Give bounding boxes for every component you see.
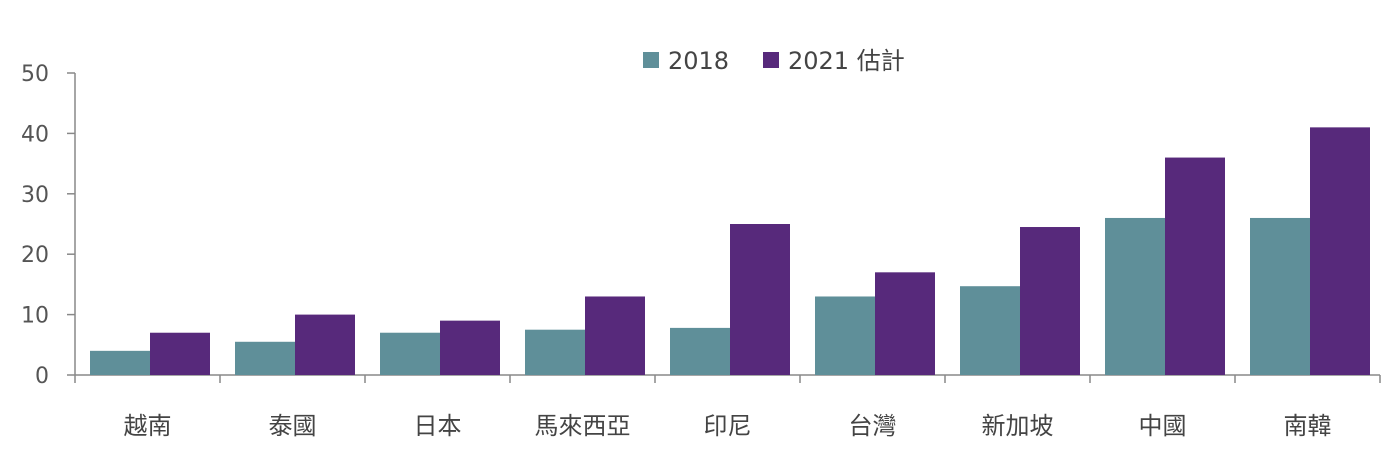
- bar-2021-估計-2: [440, 320, 500, 375]
- bar-2018-6: [960, 286, 1020, 375]
- legend-label: 2021 估計: [788, 47, 905, 75]
- bar-2018-7: [1105, 217, 1165, 375]
- y-tick-label: 40: [21, 122, 49, 147]
- bars: [90, 127, 1370, 375]
- x-tick-label: 印尼: [704, 412, 752, 440]
- bar-2021-估計-0: [150, 332, 210, 375]
- bar-2018-5: [815, 296, 875, 375]
- bar-2021-估計-7: [1165, 157, 1225, 375]
- bar-2018-2: [380, 332, 440, 375]
- x-tick-label: 越南: [124, 412, 172, 440]
- bar-2021-估計-5: [875, 272, 935, 375]
- x-tick-label: 泰國: [269, 412, 317, 440]
- bar-2018-3: [525, 329, 585, 375]
- y-tick-label: 0: [35, 364, 49, 389]
- x-tick-label: 馬來西亞: [535, 412, 631, 440]
- y-tick-label: 30: [21, 183, 49, 208]
- x-tick-label: 日本: [414, 412, 462, 440]
- y-axis: 0 10 20 30 40 50: [21, 62, 76, 389]
- legend-label: 2018: [668, 47, 729, 75]
- x-tick-label: 南韓: [1284, 412, 1332, 440]
- bar-2018-4: [670, 327, 730, 375]
- legend-swatch: [643, 52, 659, 68]
- legend-swatch: [763, 52, 779, 68]
- x-tick-label: 中國: [1139, 412, 1187, 440]
- x-tick-label: 台灣: [849, 412, 897, 440]
- legend: 2018 2021 估計: [643, 47, 905, 75]
- bar-2018-0: [90, 350, 150, 375]
- x-tick-label: 新加坡: [982, 412, 1054, 440]
- bar-2018-1: [235, 341, 295, 375]
- x-axis: 越南 泰國 日本 馬來西亞 印尼 台灣 新加坡 中國 南韓: [74, 374, 1381, 440]
- bar-2021-估計-8: [1310, 127, 1370, 375]
- bar-2021-估計-1: [295, 314, 355, 375]
- y-tick-label: 10: [21, 304, 49, 329]
- bar-2021-估計-6: [1020, 227, 1080, 375]
- bar-2021-估計-4: [730, 224, 790, 375]
- y-tick-label: 20: [21, 243, 49, 268]
- bar-2018-8: [1250, 217, 1310, 375]
- bar-2021-估計-3: [585, 296, 645, 375]
- y-tick-label: 50: [21, 62, 49, 87]
